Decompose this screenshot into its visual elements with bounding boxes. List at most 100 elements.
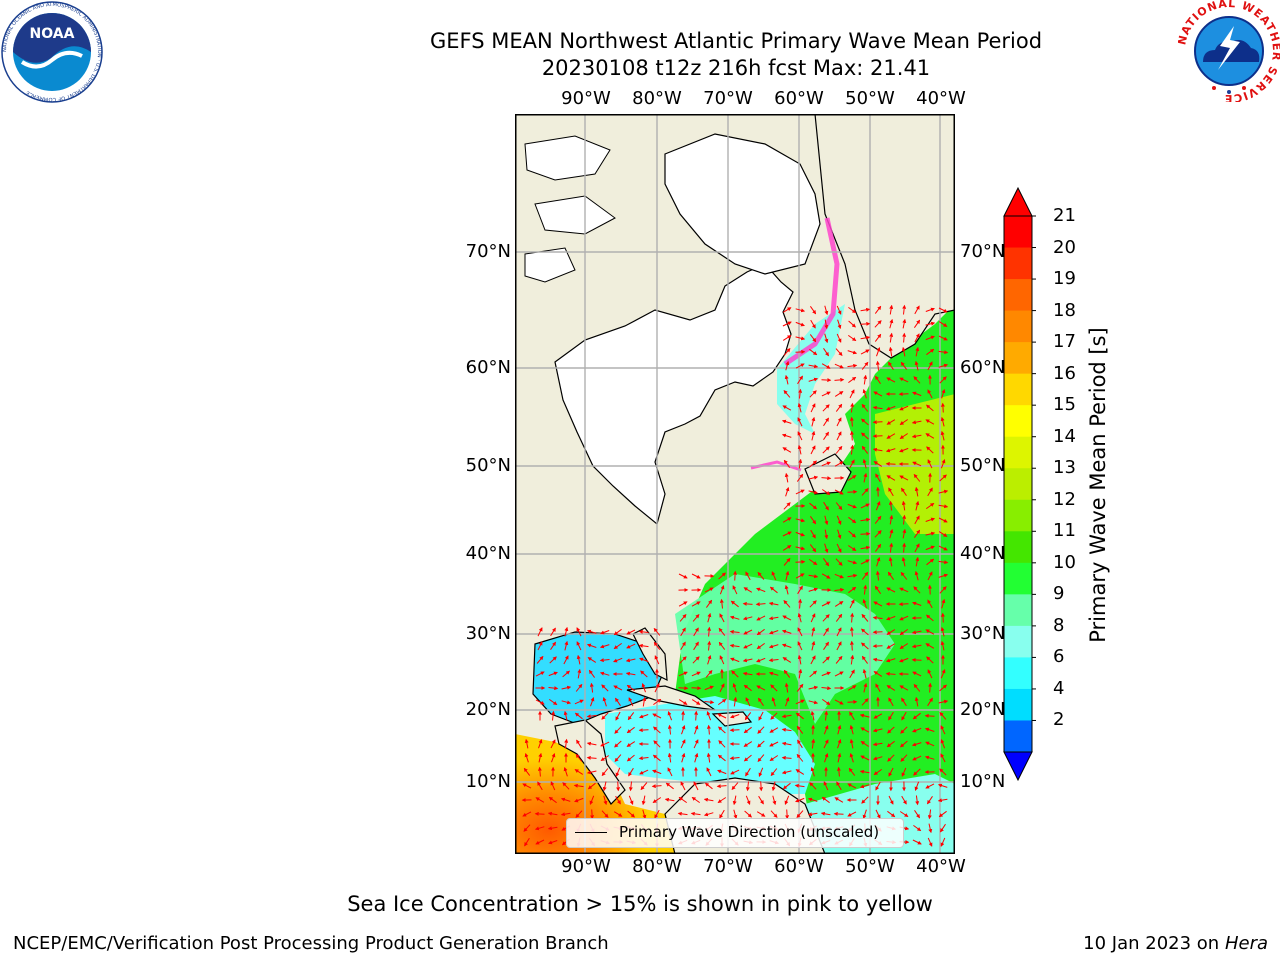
wave-direction-arrow: [718, 740, 726, 748]
wave-direction-arrow: [613, 628, 622, 636]
credit-machine: Hera: [1224, 933, 1268, 954]
wave-direction-arrow: [586, 629, 597, 634]
baffin-ice: [664, 133, 821, 275]
wave-direction-arrow: [821, 686, 832, 691]
wave-direction-arrow: [848, 320, 856, 328]
lon-label-top: 40°W: [916, 88, 966, 109]
lat-label-right: 70°N: [960, 241, 1006, 262]
wave-direction-arrow: [847, 503, 857, 509]
wave-direction-arrow: [706, 767, 712, 777]
wave-direction-arrow: [808, 587, 819, 592]
wave-direction-arrow: [550, 739, 556, 749]
wave-direction-arrow: [848, 767, 856, 776]
lat-label-right: 10°N: [960, 771, 1006, 792]
wave-direction-arrow: [758, 767, 764, 777]
wave-direction-arrow: [524, 738, 529, 749]
wave-direction-arrow: [914, 543, 920, 553]
wave-direction-arrow: [850, 654, 855, 665]
wave-direction-arrow: [548, 796, 557, 804]
wave-direction-arrow: [743, 629, 753, 635]
legend-label: Primary Wave Direction (unscaled): [619, 823, 880, 841]
wave-direction-arrow: [573, 783, 584, 788]
wave-direction-arrow: [768, 601, 779, 606]
wave-direction-arrow: [755, 602, 766, 607]
wave-direction-arrow: [848, 334, 857, 342]
wave-direction-arrow: [860, 321, 871, 326]
wave-direction-arrow: [733, 809, 738, 820]
wave-direction-arrow: [795, 712, 804, 720]
wave-direction-arrow: [912, 671, 922, 677]
wave-direction-arrow: [808, 685, 819, 690]
lon-label-bottom: 40°W: [916, 856, 966, 877]
wave-direction-arrow: [835, 502, 843, 511]
wave-direction-arrow: [899, 628, 908, 636]
wave-direction-arrow: [783, 459, 791, 468]
wave-direction-arrow: [576, 627, 582, 637]
lat-label-left: 30°N: [465, 623, 511, 644]
wave-direction-arrow: [941, 598, 946, 609]
wave-direction-arrow: [887, 810, 896, 818]
map-plot: [515, 114, 955, 854]
wave-direction-arrow: [886, 643, 896, 649]
lon-label-top: 80°W: [632, 88, 682, 109]
wave-direction-arrow: [782, 782, 791, 790]
colorbar-frame: [1003, 215, 1033, 753]
wave-direction-arrow: [743, 741, 753, 747]
wave-direction-arrow: [861, 403, 869, 412]
wave-direction-arrow: [625, 658, 636, 663]
lon-label-top: 50°W: [845, 88, 895, 109]
wave-direction-arrow: [810, 710, 815, 721]
wave-direction-arrow: [872, 447, 883, 452]
wave-direction-arrow: [847, 573, 858, 578]
wave-direction-arrow: [872, 728, 883, 733]
wave-direction-arrow: [927, 389, 933, 399]
wave-direction-arrow: [719, 598, 724, 609]
wave-direction-arrow: [574, 769, 584, 775]
wave-direction-arrow: [859, 769, 870, 774]
wave-direction-arrow: [586, 643, 597, 648]
wave-direction-arrow: [836, 333, 842, 343]
wave-direction-arrow: [823, 725, 829, 735]
wave-direction-arrow: [808, 490, 819, 495]
wave-direction-arrow: [653, 726, 661, 734]
wave-direction-arrow: [860, 418, 869, 426]
wave-direction-arrow: [616, 781, 621, 792]
wave-direction-arrow: [837, 319, 842, 330]
lat-label-right: 50°N: [960, 455, 1006, 476]
wave-direction-arrow: [770, 768, 778, 777]
wave-direction-arrow: [652, 713, 662, 719]
wave-direction-arrow: [810, 655, 816, 665]
wave-direction-arrow: [783, 600, 791, 608]
wave-direction-arrow: [652, 754, 661, 762]
wave-direction-arrow: [912, 712, 921, 720]
wave-direction-arrow: [626, 629, 636, 635]
wave-direction-arrow: [938, 307, 948, 313]
wave-direction-arrow: [886, 433, 896, 439]
credit-date-text: 10 Jan 2023 on: [1083, 933, 1225, 954]
wave-direction-arrow: [705, 669, 713, 678]
wave-direction-arrow: [795, 336, 806, 341]
wave-direction-arrow: [667, 724, 672, 735]
wave-direction-arrow: [886, 685, 896, 691]
wave-direction-arrow: [873, 391, 883, 397]
wave-direction-arrow: [860, 727, 870, 733]
wave-direction-arrow: [850, 444, 855, 455]
wave-direction-arrow: [759, 781, 764, 792]
wave-direction-arrow: [811, 640, 816, 651]
wave-direction-arrow: [899, 657, 909, 663]
wave-direction-arrow: [848, 586, 857, 594]
wave-direction-arrow: [915, 556, 920, 567]
wave-direction-arrow: [613, 642, 622, 650]
wave-direction-arrow: [902, 514, 907, 525]
wave-direction-arrow: [574, 699, 584, 705]
wave-direction-arrow: [745, 795, 751, 805]
wave-direction-arrow: [810, 445, 816, 455]
wave-direction-arrow: [797, 444, 802, 455]
wave-direction-arrow: [859, 713, 870, 718]
wave-direction-arrow: [927, 809, 932, 820]
wave-direction-arrow: [694, 710, 699, 721]
wave-direction-arrow: [664, 797, 675, 802]
wave-direction-arrow: [706, 724, 711, 735]
colorbar-over-arrow: [1003, 186, 1033, 217]
wave-direction-arrow: [899, 447, 909, 453]
